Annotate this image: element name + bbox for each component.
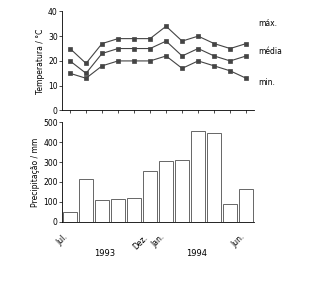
Y-axis label: Precipitação / mm: Precipitação / mm: [31, 137, 40, 206]
Text: 1993: 1993: [94, 249, 115, 258]
Bar: [239, 189, 253, 222]
Text: Jun.: Jun.: [230, 233, 246, 249]
Text: máx.: máx.: [258, 19, 277, 28]
Bar: [143, 171, 157, 222]
Y-axis label: Temperatura / °C: Temperatura / °C: [36, 28, 45, 94]
Bar: [159, 161, 173, 222]
Bar: [207, 133, 221, 222]
Bar: [111, 199, 125, 222]
Bar: [175, 160, 189, 222]
Bar: [79, 179, 93, 222]
Text: Dez.: Dez.: [132, 233, 150, 251]
Text: Jan.: Jan.: [150, 233, 166, 249]
Text: min.: min.: [258, 78, 275, 87]
Text: 1994: 1994: [186, 249, 207, 258]
Text: Jul.: Jul.: [55, 233, 70, 247]
Bar: [63, 212, 77, 222]
Bar: [127, 198, 141, 222]
Bar: [95, 200, 109, 222]
Bar: [224, 204, 237, 222]
Text: média: média: [258, 47, 282, 55]
Bar: [191, 131, 205, 222]
